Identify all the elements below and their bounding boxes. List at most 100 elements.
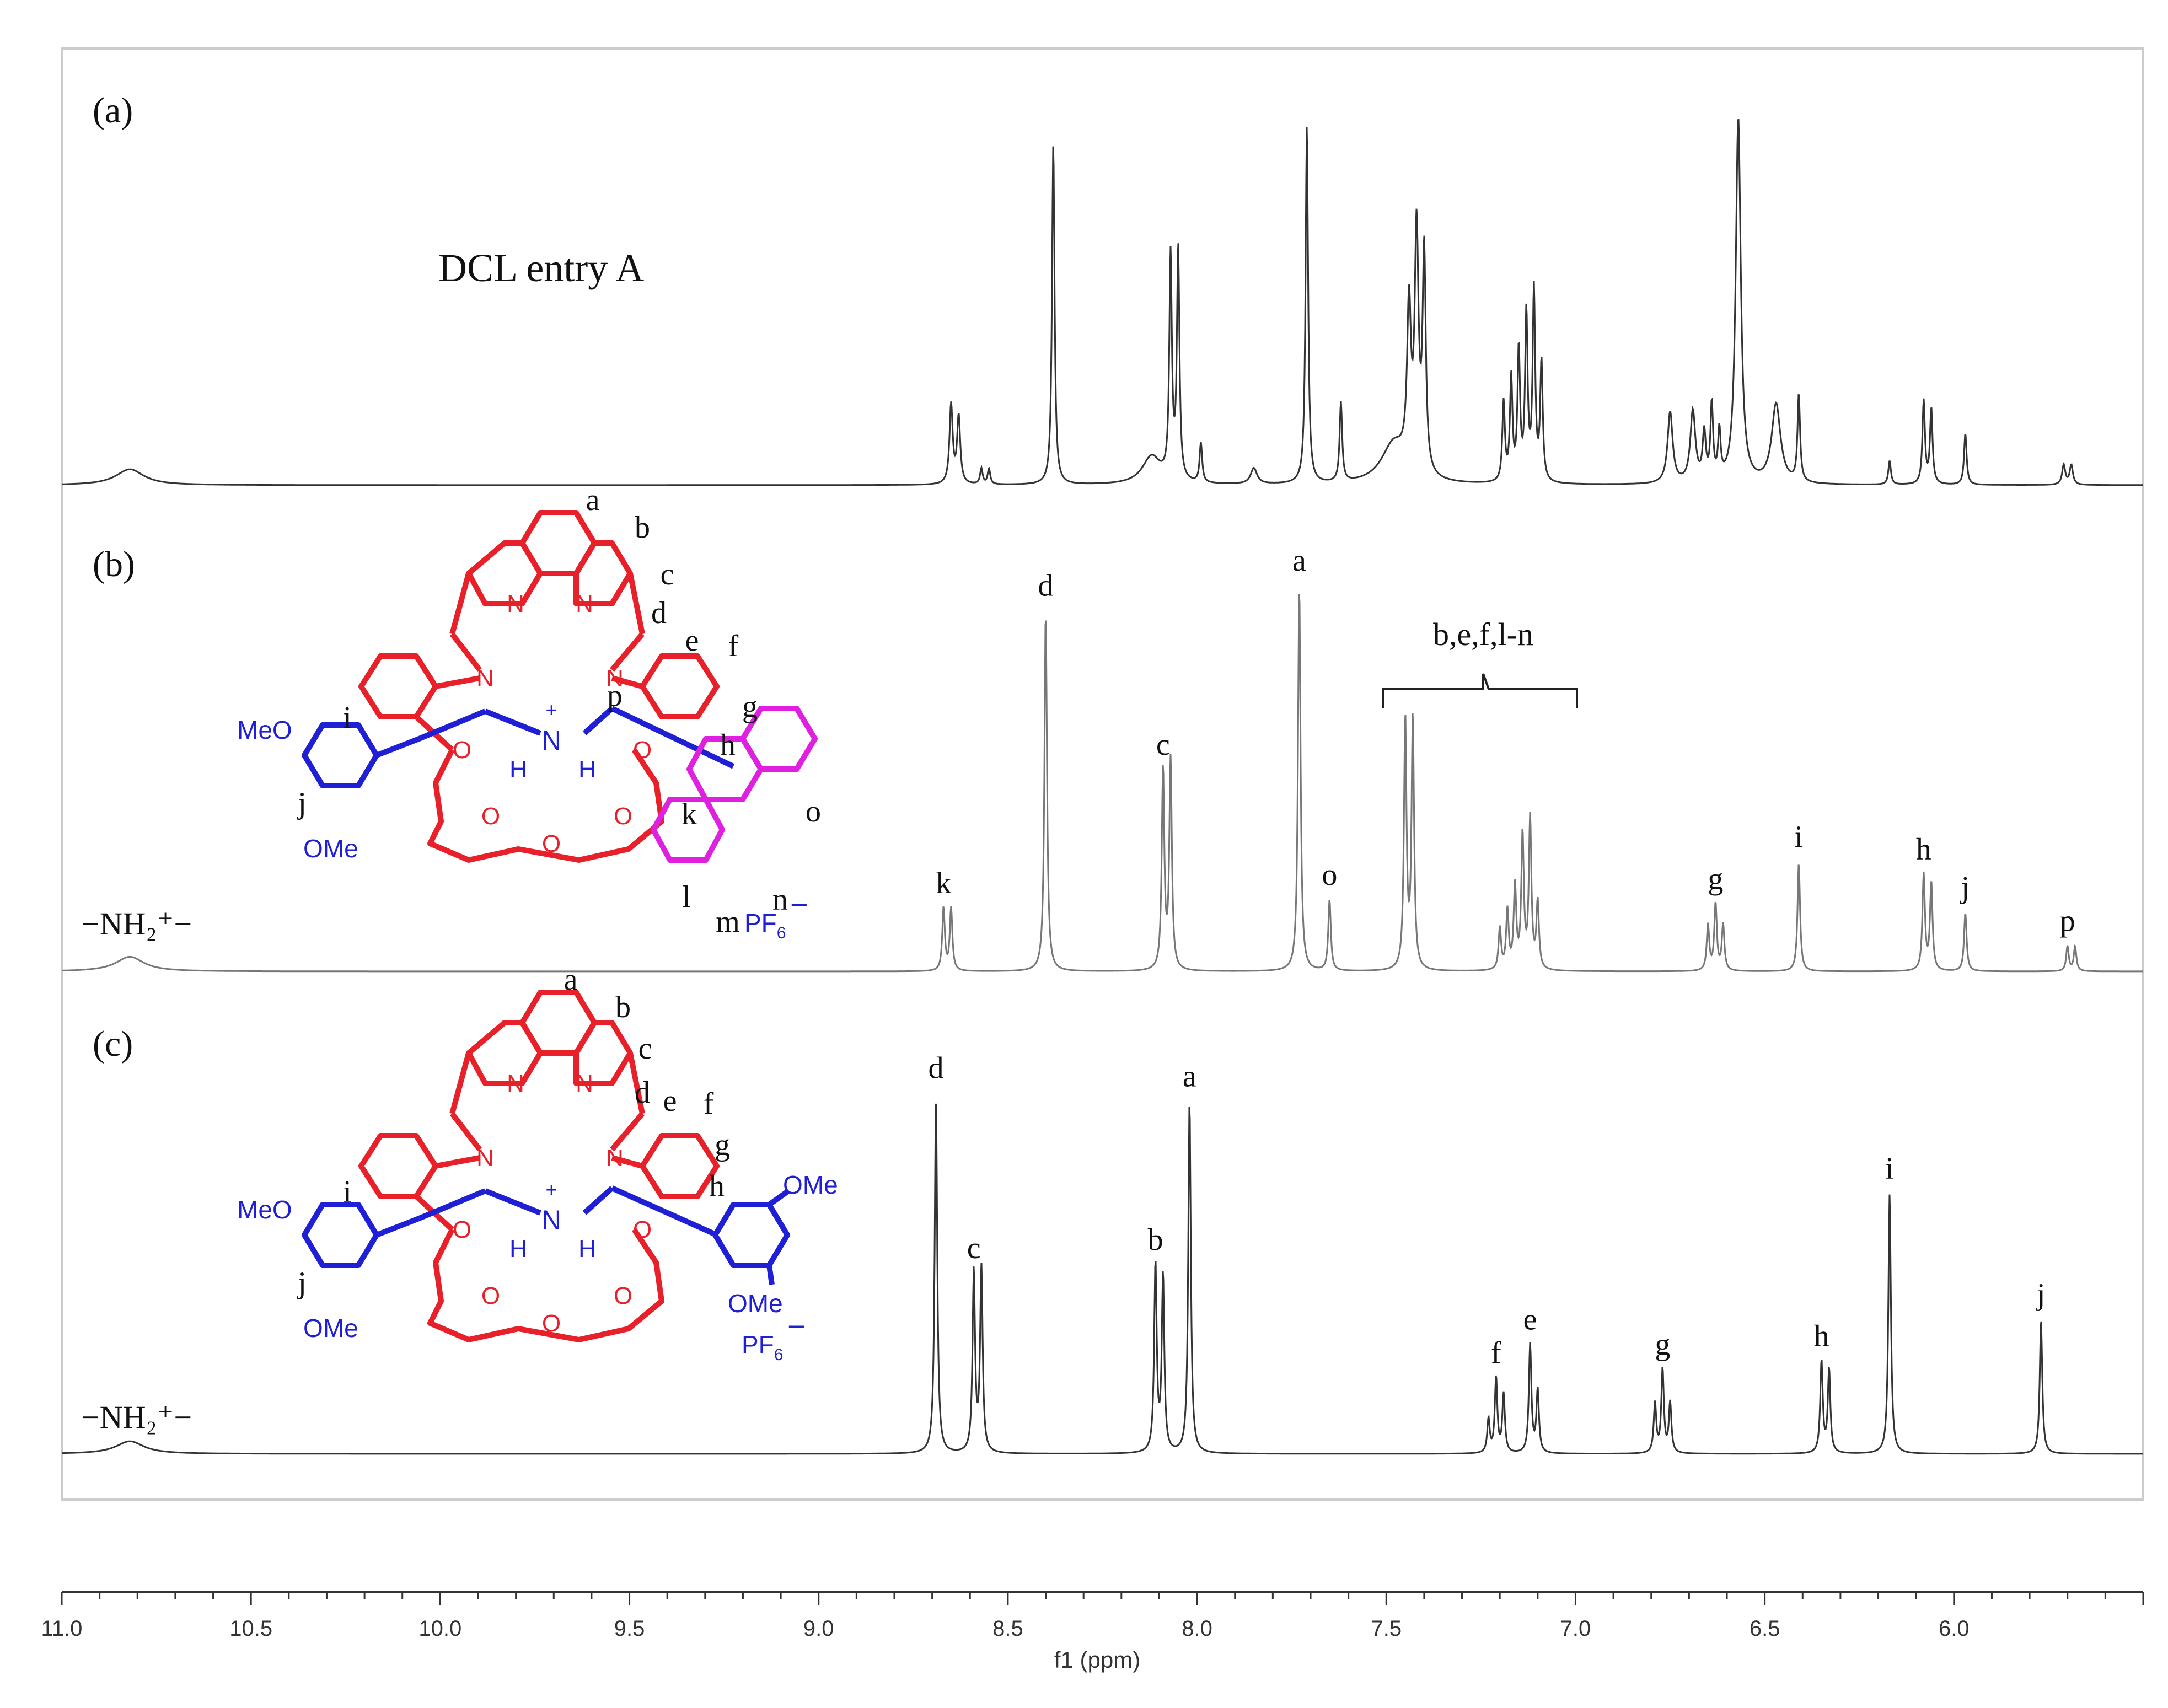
x-tick-label: 7.5 [1371,1616,1402,1641]
x-tick-label: 10.0 [418,1616,461,1641]
substituent-meo-c: MeO [237,1195,292,1224]
proton-label-e-c: e [663,1084,677,1118]
x-tick-label: 9.0 [803,1616,834,1641]
atom-plus-c: + [545,1178,557,1201]
atom-ammonium-b: N [541,725,561,756]
nh2-label-c: −NH₂⁺− [82,1399,192,1435]
atom-o3-b: O [481,803,500,830]
peak-label-c-i: i [1885,1152,1894,1186]
atom-h-left-c: H [509,1236,527,1263]
atom-n-left-c: N [507,1070,524,1097]
peak-label-c-f: f [1491,1336,1501,1370]
proton-label-e-b: e [685,624,699,658]
x-tick-label: 7.0 [1560,1616,1591,1641]
substituent-ome-right-bottom-c: OMe [728,1289,783,1318]
proton-label-f-b: f [728,629,739,663]
atom-o4-c: O [542,1310,561,1337]
peak-label-c-g: g [1655,1328,1670,1362]
atom-n-imine-left-c: N [476,1145,494,1172]
substituent-ome-b: OMe [303,834,358,863]
proton-label-f-c: f [704,1087,714,1121]
peak-label-c-b: b [1148,1223,1163,1257]
proton-label-n-b: n [772,883,788,917]
peak-label-b-c: c [1156,728,1170,762]
spectra-layer [61,119,2143,1455]
substituent-ome-c: OMe [303,1314,358,1342]
atom-ammonium-c: N [541,1205,561,1236]
panel-caption-a: DCL entry A [438,246,644,290]
proton-label-d-b: d [651,596,667,630]
plot-frame [61,47,2144,1501]
atom-n-imine-left-b: N [476,665,494,692]
proton-label-d-c: d [635,1076,650,1110]
x-tick-label: 8.0 [1182,1616,1212,1641]
spectrum-trace-b [62,594,2143,973]
peak-label-b-j: j [1960,871,1970,905]
panel-label-b: (b) [93,544,135,584]
bracket-label-b: b,e,f,l-n [1433,616,1533,652]
peak-label-c-a: a [1183,1060,1196,1094]
peak-label-b-i: i [1795,820,1804,854]
x-tick-label: 9.5 [614,1616,645,1641]
x-tick-label: 8.5 [992,1616,1023,1641]
atom-o2-b: O [633,737,652,764]
panel-label-c: (c) [93,1024,133,1064]
proton-label-g-b: g [742,690,758,724]
proton-label-j-c: j [297,1266,307,1300]
proton-label-b-c: b [615,990,631,1024]
atom-o3-c: O [481,1282,500,1309]
atom-n-imine-right-b: N [606,665,624,692]
spectrum-trace-a [61,119,2143,486]
counterion-minus-b: − [790,887,808,922]
proton-label-k-b: k [681,797,697,831]
x-axis: 11.0 10.5 10.0 9.5 9.0 8.5 8.0 7.5 7.0 6.5 6.0 [41,1591,2144,1641]
proton-label-j-b: j [297,786,307,820]
atom-n-right-b: N [576,590,593,617]
x-tick-label: 11.0 [41,1616,83,1641]
atom-h-left-b: H [509,756,527,783]
spectrum-trace-c [61,1103,2143,1455]
peak-label-c-e: e [1523,1302,1537,1336]
proton-label-a-c: a [564,963,578,997]
x-tick-label: 10.5 [229,1616,272,1641]
atom-n-imine-right-c: N [606,1145,624,1172]
proton-label-p-b: p [607,679,623,713]
proton-label-m-b: m [716,905,740,939]
peak-label-b-h: h [1916,832,1931,867]
counterion-minus-c: − [787,1309,806,1344]
atom-o5-b: O [614,803,632,830]
peak-label-c-h: h [1814,1319,1829,1353]
atom-h-right-b: H [578,756,596,783]
proton-label-g-c: g [715,1128,730,1162]
peak-label-c-j: j [2036,1277,2046,1312]
atom-h-right-c: H [578,1236,596,1263]
x-tick-label: 6.0 [1939,1616,1970,1641]
proton-label-c-c: c [638,1032,652,1066]
proton-label-c-b: c [661,557,674,592]
counterion-pf6-c: PF6 [742,1330,783,1364]
atom-plus-b: + [545,699,557,721]
bracket-b: b,e,f,l-n [1382,616,1578,708]
proton-label-b-b: b [635,511,650,545]
atom-n-left-b: N [507,590,524,617]
peak-label-b-k: k [936,866,951,900]
proton-label-h-c: h [709,1169,725,1204]
peak-label-b-o: o [1322,858,1337,892]
proton-label-a-b: a [586,483,600,517]
peak-label-b-d: d [1038,568,1054,603]
proton-label-l-b: l [682,880,691,914]
peak-label-b-a: a [1292,544,1306,578]
atom-o4-b: O [542,830,561,857]
proton-label-h-b: h [720,728,736,762]
atom-n-right-c: N [576,1070,593,1097]
structure-b: N N N N O O O O O N + H H MeO OMe PF6 [237,483,821,942]
proton-label-i-b: i [343,701,352,735]
structure-c: N N N N O O O O O N + H H MeO OMe [237,963,838,1364]
atom-o1-b: O [453,737,471,764]
atom-o1-c: O [453,1216,471,1243]
peak-label-c-c: c [967,1231,981,1265]
substituent-ome-right-top-c: OMe [783,1170,838,1199]
atom-o5-c: O [614,1282,632,1309]
x-tick-label: 6.5 [1750,1616,1780,1641]
